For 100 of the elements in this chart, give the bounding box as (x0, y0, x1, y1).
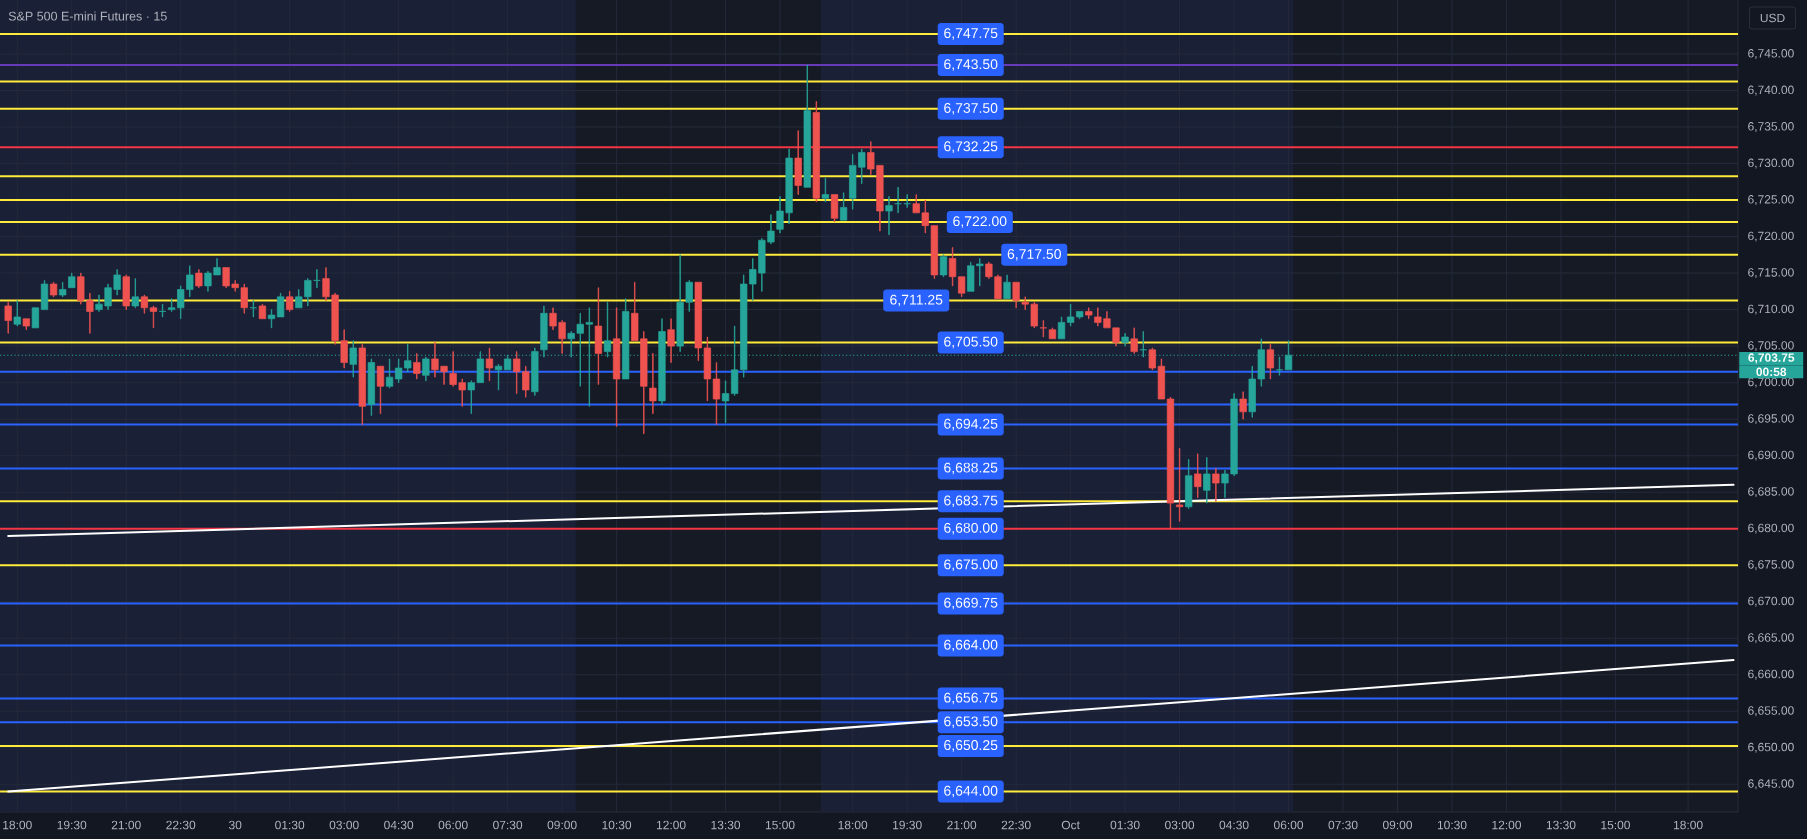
y-tick-label: 6,670.00 (1748, 596, 1794, 607)
y-tick-label: 6,725.00 (1748, 195, 1794, 206)
candlestick (830, 194, 839, 223)
candlestick (131, 278, 139, 309)
ref-line-label: 6,711.25 (890, 294, 943, 307)
candlestick (1085, 307, 1093, 320)
ref-line-label: 6,683.75 (944, 495, 998, 508)
x-tick-label: 04:30 (1219, 820, 1249, 830)
x-tick-label: 13:30 (1546, 820, 1576, 830)
x-tick-label: 18:00 (838, 820, 868, 830)
candlestick (1239, 391, 1247, 420)
x-tick-label: 07:30 (493, 820, 523, 830)
ref-line-label: 6,722.00 (953, 216, 1007, 228)
candlestick (358, 343, 366, 425)
ref-line-label: 6,688.25 (944, 462, 998, 475)
y-tick-label: 6,645.00 (1748, 779, 1794, 790)
candlestick (585, 307, 593, 407)
y-tick-label: 6,715.00 (1748, 268, 1794, 279)
x-tick-label: 03:00 (329, 820, 359, 830)
x-tick-label: 06:00 (438, 820, 468, 830)
y-tick-label: 6,695.00 (1748, 414, 1794, 425)
x-tick-label: 09:00 (1382, 820, 1413, 830)
candlestick (803, 64, 811, 188)
ref-line-label: 6,669.75 (944, 597, 998, 610)
x-tick-label: 13:30 (711, 820, 741, 830)
candlestick (158, 303, 167, 318)
y-tick-label: 6,700.00 (1748, 377, 1794, 388)
candlestick (376, 365, 385, 415)
candlestick (1048, 327, 1057, 340)
y-tick-label: 6,655.00 (1748, 706, 1794, 717)
ref-line-label: 6,732.25 (944, 141, 998, 153)
y-tick-label: 6,685.00 (1748, 487, 1794, 498)
candlestick (31, 307, 40, 329)
text: S&P 500 E-mini Futures · 15 (8, 11, 167, 21)
candlestick (885, 196, 893, 236)
x-tick-label: 07:30 (1328, 820, 1358, 830)
x-tick-label: 12:00 (656, 820, 686, 830)
candlestick (168, 298, 176, 312)
candlestick (1130, 327, 1138, 354)
candlestick (485, 347, 494, 382)
ref-line-label: 6,650.25 (944, 740, 998, 752)
ref-line-label: 6,680.00 (944, 522, 998, 535)
candlestick (594, 287, 603, 385)
candlestick (1266, 343, 1274, 380)
candlestick (68, 272, 76, 289)
candlestick (1275, 356, 1284, 376)
candlestick (286, 291, 294, 312)
x-tick-label: 09:00 (547, 820, 577, 830)
y-tick-label: 6,730.00 (1748, 158, 1794, 169)
candlestick (1057, 316, 1066, 340)
x-tick-label: 18:00 (3, 820, 32, 830)
x-tick-label: 10:30 (602, 820, 632, 830)
x-tick-label: 01:30 (1110, 820, 1140, 830)
candlestick (49, 281, 58, 298)
x-tick-label: 30 (228, 820, 242, 830)
y-tick-label: 6,705.00 (1748, 341, 1794, 352)
candlestick (531, 347, 539, 396)
y-tick-label: 6,735.00 (1748, 122, 1794, 133)
candlestick (1203, 457, 1211, 504)
candlestick (1012, 281, 1020, 309)
x-tick-label: 06:00 (1273, 820, 1304, 830)
candlestick (1166, 396, 1175, 530)
x-tick-label: 15:00 (765, 820, 795, 830)
x-tick-label: 21:00 (947, 820, 977, 830)
x-tick-label: 15:00 (1601, 820, 1630, 830)
ref-line-label: 6,747.75 (944, 28, 998, 40)
ref-line-label: 6,644.00 (944, 785, 998, 798)
ref-line-label: 6,705.50 (944, 336, 998, 349)
candlestick (40, 280, 49, 310)
ref-line-label: 6,656.75 (944, 692, 998, 705)
candlestick (930, 225, 939, 279)
x-tick-label: 01:30 (275, 820, 305, 830)
candlestick (1185, 458, 1193, 509)
ref-line-label: 6,737.50 (944, 103, 998, 115)
candlestick (413, 353, 421, 380)
candlestick (140, 294, 148, 314)
x-tick-label: 21:00 (111, 820, 141, 830)
candlestick (422, 356, 430, 382)
candlestick (821, 177, 830, 203)
candlestick (712, 362, 721, 425)
y-tick-label: 6,665.00 (1748, 633, 1794, 644)
ref-line-label: 6,743.50 (944, 59, 998, 71)
candlestick (948, 247, 957, 287)
x-tick-label: 10:30 (1437, 820, 1467, 830)
y-tick-label: 6,660.00 (1748, 669, 1794, 680)
y-tick-label: 6,675.00 (1748, 560, 1794, 571)
candlestick (812, 101, 820, 203)
y-tick-label: 6,720.00 (1748, 231, 1794, 242)
candlestick (276, 292, 285, 318)
x-tick-label: 19:30 (893, 820, 922, 830)
candlestick (258, 303, 267, 320)
candlestick (13, 300, 21, 327)
x-tick-label: 03:00 (1165, 820, 1195, 830)
candlestick (839, 192, 848, 221)
x-tick-label: 12:00 (1492, 820, 1522, 830)
candlestick (939, 254, 948, 278)
candlestick (612, 307, 621, 427)
ref-line-label: 6,653.50 (944, 716, 998, 728)
candlestick (721, 380, 730, 424)
x-tick-label: 22:30 (1001, 820, 1031, 830)
